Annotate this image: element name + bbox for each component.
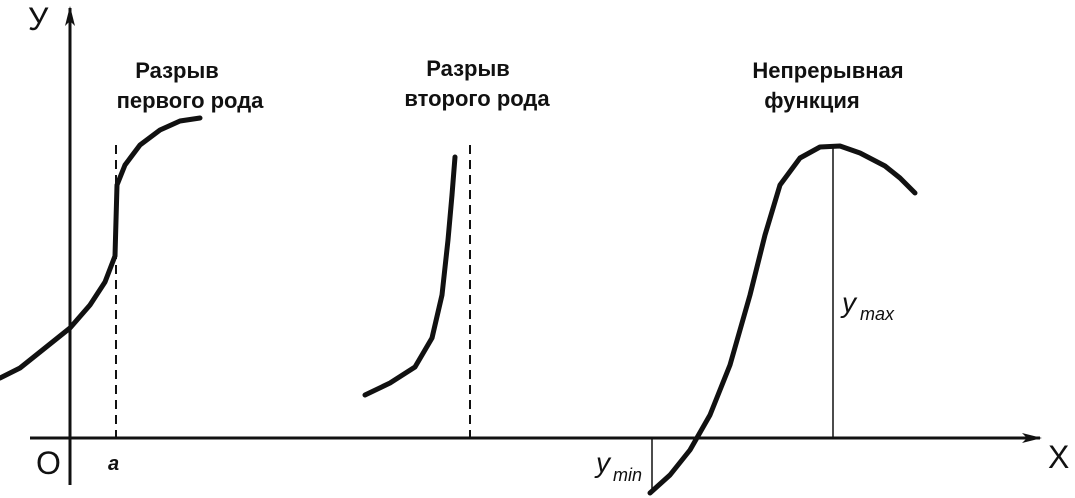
curve-first-kind xyxy=(0,115,203,381)
caption: Непрерывная xyxy=(752,58,903,83)
caption: Разрыв xyxy=(135,58,219,83)
curve-second-kind xyxy=(362,154,458,398)
curve-continuous xyxy=(647,143,918,496)
origin-label: O xyxy=(36,445,61,481)
x-axis-label: X xyxy=(1048,439,1069,475)
ymax-sub: max xyxy=(860,304,895,324)
a-label: a xyxy=(108,453,119,475)
ymin-sub: min xyxy=(613,465,642,485)
ymin-label: y xyxy=(594,447,612,478)
y-axis-label: У xyxy=(28,1,49,37)
caption: Разрыв xyxy=(426,56,510,81)
caption: первого рода xyxy=(117,88,265,113)
caption: второго рода xyxy=(404,86,550,111)
caption: функция xyxy=(764,88,859,113)
ymax-label: y xyxy=(840,287,858,318)
